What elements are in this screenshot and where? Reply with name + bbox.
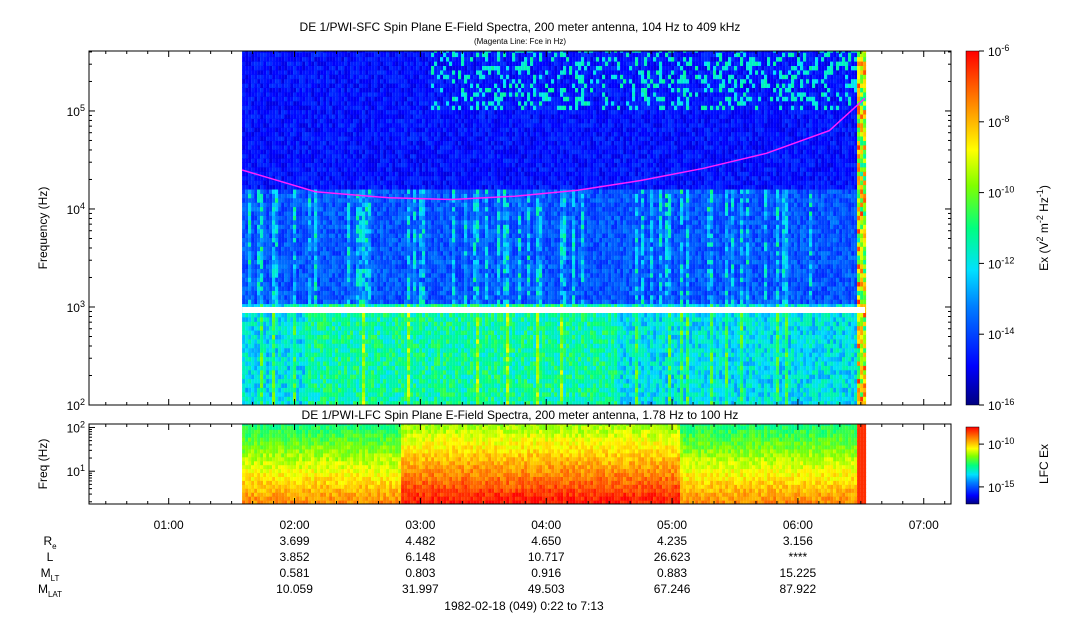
lower-spectrogram [242,421,866,504]
ephemeris-row-label: MLAT [38,582,62,599]
ephemeris-value: 0.916 [531,566,561,580]
ephemeris-value: 26.623 [654,550,691,564]
lower-colorbar-label: LFC Ex [1037,444,1051,484]
ephemeris-value: 0.581 [280,566,310,580]
ephemeris-value: 10.059 [276,582,313,596]
ephemeris-value: 4.235 [657,534,687,548]
ephemeris-value: 15.225 [780,566,817,580]
ephemeris-value: 3.699 [280,534,310,548]
lower-y-axis: 101 102 [67,419,95,501]
colorbar-tick-label: 10-10 [988,436,1014,452]
time-tick-label: 06:00 [783,518,813,532]
ephemeris-table: Re 3.699 4.482 4.650 4.235 3.156 L 3.852 6.148 10… [38,534,817,599]
upper-colorbar-ticks: 10-16 10-14 10-12 10-10 10-8 10-6 [979,43,1014,413]
lower-chart-title: DE 1/PWI-LFC Spin Plane E-Field Spectra,… [302,408,739,422]
colorbar-tick-label: 10-16 [988,397,1014,413]
ephemeris-value: 10.717 [528,550,565,564]
y-tick-label: 105 [67,103,85,119]
time-tick-label: 03:00 [405,518,435,532]
y-tick-label: 102 [67,419,85,435]
ephemeris-value: 6.148 [405,550,435,564]
ephemeris-value: 3.156 [783,534,813,548]
time-tick-label: 02:00 [280,518,310,532]
ephemeris-value: **** [789,550,808,564]
ephemeris-value: 0.883 [657,566,687,580]
lower-colorbar-ticks: 10-15 10-10 [979,436,1014,495]
lower-colorbar [966,427,979,504]
ephemeris-value: 67.246 [654,582,691,596]
ephemeris-value: 49.503 [528,582,565,596]
colorbar-tick-label: 10-12 [988,255,1014,271]
ephemeris-row-label: Re [43,534,57,551]
lower-y-axis-label: Freq (Hz) [36,439,50,490]
colorbar-tick-label: 10-6 [988,43,1009,59]
footer-time-range: 1982-02-18 (049) 0:22 to 7:13 [444,599,604,613]
time-tick-label: 07:00 [909,518,939,532]
colorbar-tick-label: 10-14 [988,326,1014,342]
time-tick-label: 05:00 [657,518,687,532]
ephemeris-row-label: MLT [41,566,60,583]
ephemeris-value: 4.482 [405,534,435,548]
y-tick-label: 101 [67,463,85,479]
y-tick-label: 104 [67,201,85,217]
upper-colorbar [966,51,979,405]
colorbar-tick-label: 10-10 [988,185,1014,201]
upper-y-axis-label: Frequency (Hz) [36,187,50,270]
y-tick-label: 103 [67,299,85,315]
ephemeris-value: 0.803 [405,566,435,580]
upper-chart-title: DE 1/PWI-SFC Spin Plane E-Field Spectra,… [300,20,741,34]
ephemeris-value: 87.922 [780,582,817,596]
upper-spectrogram [242,48,866,406]
time-tick-label: 01:00 [154,518,184,532]
ephemeris-value: 4.650 [531,534,561,548]
upper-chart-subtitle: (Magenta Line: Fce in Hz) [474,37,566,46]
ephemeris-value: 3.852 [280,550,310,564]
ephemeris-value: 31.997 [402,582,439,596]
upper-colorbar-label: Ex (V2 m-2 Hz-1) [1035,185,1051,271]
y-tick-label: 102 [67,397,85,413]
colorbar-tick-label: 10-15 [988,479,1014,495]
time-tick-label: 04:00 [531,518,561,532]
ephemeris-row-label: L [47,550,54,564]
colorbar-tick-label: 10-8 [988,114,1009,130]
